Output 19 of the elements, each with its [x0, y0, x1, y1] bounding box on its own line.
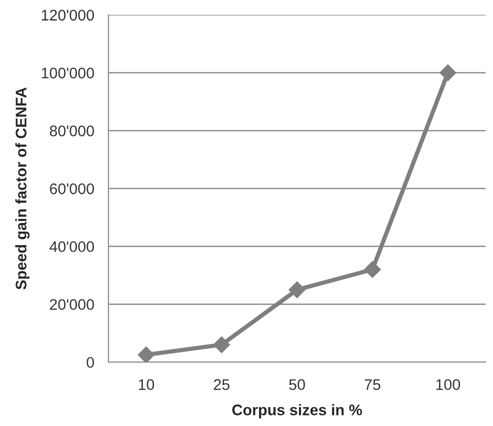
- point: [213, 336, 230, 354]
- x-tick-label: 100: [436, 379, 460, 390]
- x-axis-title: Corpus sizes in %: [232, 404, 362, 418]
- x-tick-label: 50: [289, 379, 305, 390]
- point: [440, 64, 456, 82]
- point: [138, 346, 155, 362]
- x-tick-label: 10: [138, 379, 154, 390]
- y-tick-label: 80'000: [50, 126, 94, 136]
- y-tick-label: 20'000: [50, 299, 94, 310]
- x-tick-label: 75: [364, 379, 380, 390]
- point: [364, 261, 381, 278]
- y-axis-title: Speed gain factor of CENFA: [15, 87, 30, 290]
- x-tick-label: 25: [214, 379, 230, 390]
- y-tick-label: 100'000: [42, 68, 94, 78]
- point: [288, 281, 306, 298]
- y-tick-label: 0: [86, 356, 94, 368]
- y-tick-label: 60'000: [50, 183, 94, 194]
- y-tick-label: 120'000: [42, 10, 94, 21]
- y-tick-label: 40'000: [50, 241, 94, 252]
